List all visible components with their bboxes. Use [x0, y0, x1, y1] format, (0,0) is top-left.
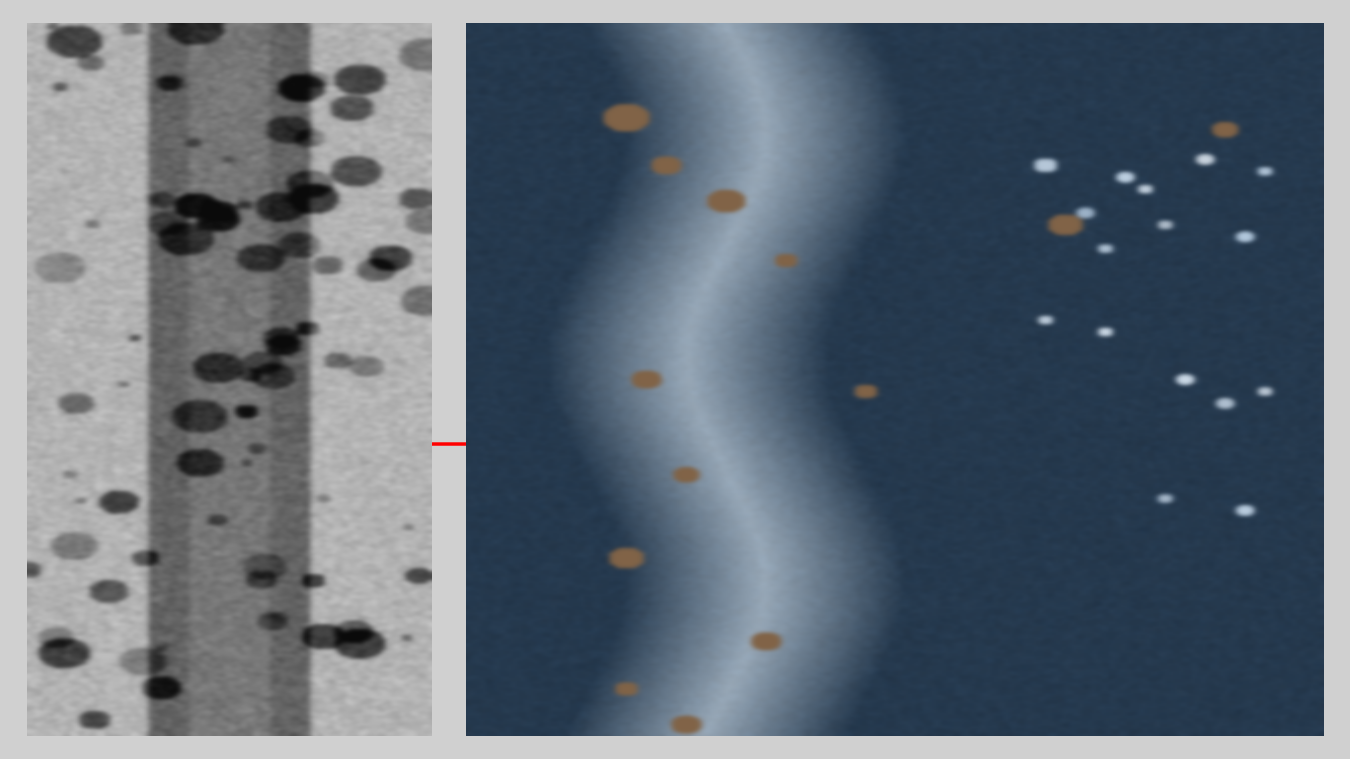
Text: Ce: Ce: [1177, 70, 1239, 112]
Text: Cell Wall: Cell Wall: [243, 447, 364, 471]
